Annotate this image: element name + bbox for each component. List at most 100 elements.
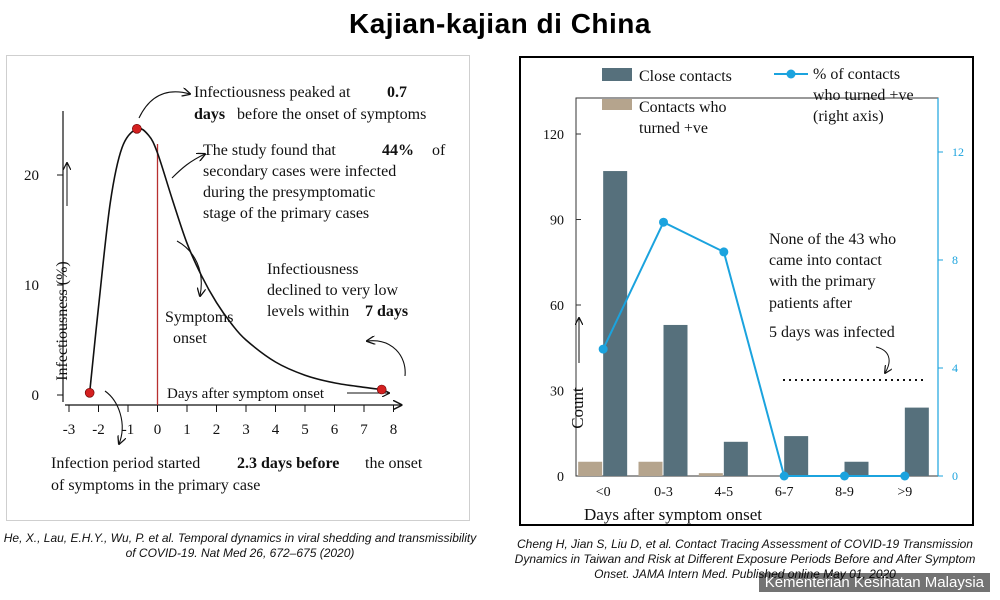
x-tick-label: 1: [183, 422, 191, 438]
y-tick-label: 90: [550, 214, 564, 229]
annotation-line: with the primary: [769, 273, 876, 290]
decline-text: Infectiousness: [267, 261, 359, 278]
x-tick-label: 6-7: [775, 485, 794, 500]
percent-point: [598, 344, 608, 354]
peak-value: 0.7: [387, 84, 407, 101]
plot-frame: [575, 97, 939, 477]
percent-point: [779, 471, 789, 481]
infectiousness-chart: -3 -2 -1 0 1 2 3 4 5 6 7 8 0 10 20 Infectiousness (%) Da…: [24, 84, 446, 494]
peak-text: Infectiousness peaked at: [194, 84, 351, 101]
y2-tick-label: 4: [952, 361, 958, 375]
x-tick-label: 3: [242, 422, 250, 438]
bar-positive-contacts: [698, 473, 723, 476]
start-text: Infection period started: [51, 455, 200, 472]
bar-positive-contacts: [578, 461, 603, 476]
percent-point: [719, 247, 729, 257]
x-tick-label: 8-9: [835, 485, 854, 500]
decline-value: 7 days: [365, 303, 408, 320]
decline-text-2: declined to very low: [267, 282, 399, 299]
contact-tracing-chart-panel: 0 30 60 90 120 0 4 8 12 <0 0-3 4-5 6-7 8-9 >9 Days afte…: [519, 56, 974, 526]
x-tick-label: 7: [360, 422, 368, 438]
y-tick-label: 20: [24, 168, 39, 184]
presym-line-3: during the presymptomatic: [203, 184, 375, 201]
data-point: [376, 384, 387, 395]
citation-left: He, X., Lau, E.H.Y., Wu, P. et al. Tempo…: [3, 531, 477, 560]
onset-text-2: onset: [173, 330, 207, 347]
onset-arrow: [176, 240, 201, 296]
data-point: [84, 387, 95, 398]
y2-tick-label: 8: [952, 253, 958, 267]
y2-tick-label: 0: [952, 469, 958, 483]
annotation-line: patients after: [769, 295, 853, 312]
percent-point: [900, 471, 910, 481]
start-value: 2.3 days before: [237, 455, 339, 472]
legend-label-percent-3: (right axis): [813, 108, 884, 125]
decline-arrow: [367, 341, 406, 377]
onset-text: Symptoms: [165, 309, 233, 326]
presymptomatic-arrow: [171, 154, 205, 179]
legend-swatch-close-contacts: [602, 68, 632, 81]
presym-text: The study found that: [203, 142, 336, 159]
x-axis-label: Days after symptom onset: [167, 386, 325, 402]
presym-line-2: secondary cases were infected: [203, 163, 396, 180]
start-arrow: [104, 390, 122, 444]
contact-tracing-chart: 0 30 60 90 120 0 4 8 12 <0 0-3 4-5 6-7 8-9 >9 Days afte…: [543, 66, 964, 524]
y2-tick-label: 12: [952, 145, 964, 159]
x-tick-label: -1: [122, 422, 135, 438]
annotation-line: 5 days was infected: [769, 324, 895, 341]
data-point: [132, 124, 142, 134]
annotation-line: None of the 43 who: [769, 231, 896, 248]
x-tick-label: 6: [331, 422, 339, 438]
bar-positive-contacts: [638, 461, 663, 476]
presym-line-4: stage of the primary cases: [203, 205, 369, 222]
x-tick-label: 5: [301, 422, 309, 438]
annotation-line: came into contact: [769, 252, 882, 269]
peak-unit: days: [194, 106, 225, 123]
decline-text-3: levels within: [267, 303, 349, 320]
presym-value: 44%: [382, 142, 414, 159]
y-tick-label: 0: [32, 388, 40, 404]
start-text-2: the onset: [365, 455, 423, 472]
x-tick-label: 8: [390, 422, 398, 438]
x-tick-label: 0: [154, 422, 162, 438]
y-tick-label: 0: [557, 470, 564, 485]
y-tick-label: 30: [550, 385, 564, 400]
x-tick-label: 0-3: [654, 485, 673, 500]
legend-swatch-positive: [602, 99, 632, 110]
bar-close-contacts: [784, 436, 809, 476]
bar-close-contacts: [844, 461, 869, 476]
x-tick-label: 2: [213, 422, 221, 438]
page-title: Kajian-kajian di China: [349, 8, 651, 39]
bar-close-contacts: [663, 324, 688, 476]
y-tick-label: 10: [24, 278, 39, 294]
bar-close-contacts: [723, 441, 748, 476]
presym-of: of: [432, 142, 446, 159]
bar-close-contacts: [904, 407, 929, 476]
watermark: Kementerian Kesihatan Malaysia: [758, 573, 990, 592]
y-axis-label: Count: [568, 387, 587, 429]
legend-label-positive-1: Contacts who: [639, 99, 727, 116]
percent-point: [840, 471, 849, 481]
x-axis-label: Days after symptom onset: [584, 505, 762, 524]
legend-marker-percent: [786, 69, 796, 79]
legend-label-close-contacts: Close contacts: [639, 68, 732, 85]
infectiousness-chart-panel: -3 -2 -1 0 1 2 3 4 5 6 7 8 0 10 20 Infectiousness (%) Da…: [6, 55, 470, 521]
percent-point: [659, 217, 668, 227]
infectiousness-curve: [88, 127, 382, 393]
y-tick-label: 120: [543, 128, 564, 143]
annotation-arrow: [875, 346, 889, 373]
legend-label-percent-2: who turned +ve: [813, 87, 914, 104]
percent-line: [602, 220, 905, 477]
legend-label-percent-1: % of contacts: [813, 66, 900, 83]
x-tick-label: >9: [897, 485, 912, 500]
y-tick-label: 60: [550, 299, 564, 314]
x-tick-label: <0: [596, 485, 611, 500]
x-tick-label: 4-5: [714, 485, 733, 500]
legend-label-positive-2: turned +ve: [639, 120, 708, 137]
x-tick-label: -2: [92, 422, 105, 438]
x-tick-label: 4: [272, 422, 280, 438]
x-tick-label: -3: [63, 422, 76, 438]
y-axis-label: Infectiousness (%): [54, 261, 71, 381]
peak-text-2: before the onset of symptoms: [237, 106, 426, 123]
start-text-3: of symptoms in the primary case: [51, 477, 260, 494]
